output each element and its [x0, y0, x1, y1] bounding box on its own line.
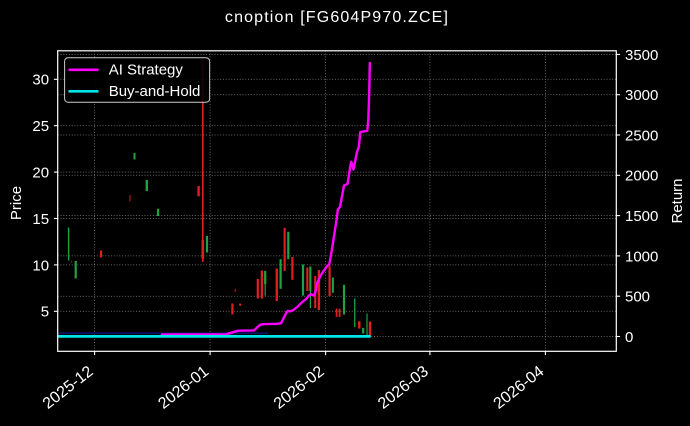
- svg-text:2000: 2000: [625, 168, 658, 185]
- svg-text:cnoption [FG604P970.ZCE]: cnoption [FG604P970.ZCE]: [225, 9, 449, 26]
- svg-text:0: 0: [625, 329, 633, 346]
- svg-text:Buy-and-Hold: Buy-and-Hold: [109, 83, 201, 100]
- svg-text:1000: 1000: [625, 248, 658, 265]
- svg-text:10: 10: [32, 257, 49, 274]
- svg-text:15: 15: [32, 211, 49, 228]
- svg-text:3000: 3000: [625, 87, 658, 104]
- svg-text:5: 5: [41, 304, 49, 321]
- svg-text:AI Strategy: AI Strategy: [109, 62, 184, 79]
- svg-text:30: 30: [32, 72, 49, 89]
- svg-text:25: 25: [32, 118, 49, 135]
- svg-text:1500: 1500: [625, 208, 658, 225]
- svg-text:Price: Price: [8, 186, 25, 220]
- svg-text:3500: 3500: [625, 47, 658, 64]
- svg-text:20: 20: [32, 165, 49, 182]
- svg-text:2500: 2500: [625, 127, 658, 144]
- svg-text:Return: Return: [669, 178, 686, 223]
- svg-text:500: 500: [625, 289, 650, 306]
